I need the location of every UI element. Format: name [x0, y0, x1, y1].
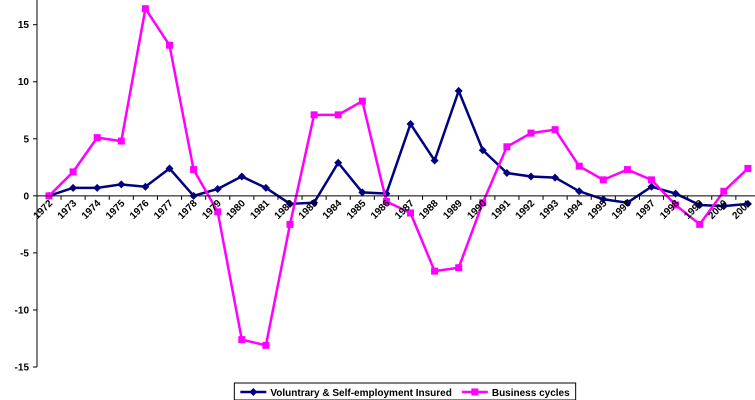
x-tick-label: 1980	[224, 198, 248, 222]
marker	[671, 189, 680, 198]
legend-box	[233, 382, 577, 400]
x-tick-label: 1975	[104, 198, 128, 222]
x-tick-label: 1978	[176, 198, 200, 222]
marker	[551, 173, 560, 182]
marker	[358, 97, 366, 105]
marker	[599, 176, 607, 184]
x-tick-label: 1988	[417, 198, 441, 222]
marker	[334, 111, 342, 119]
marker	[527, 129, 535, 137]
y-tick-label: 5	[23, 134, 29, 145]
y-tick-label: -10	[15, 305, 30, 316]
marker	[93, 134, 101, 142]
marker	[430, 156, 439, 165]
marker	[141, 5, 149, 13]
marker	[623, 198, 632, 207]
marker	[406, 119, 415, 128]
marker	[648, 176, 655, 184]
x-tick-label: 2000	[706, 198, 730, 222]
y-tick-label: -5	[20, 248, 29, 259]
marker	[455, 264, 463, 272]
marker	[286, 220, 294, 228]
x-tick-label: 1981	[249, 198, 273, 222]
marker	[286, 199, 294, 208]
marker	[719, 202, 728, 211]
marker	[117, 180, 126, 189]
x-tick-label: 1997	[634, 198, 658, 222]
marker	[502, 169, 511, 178]
marker	[575, 187, 584, 196]
marker	[213, 185, 222, 193]
marker	[166, 41, 173, 49]
marker	[237, 172, 246, 181]
x-tick-label: 1999	[682, 198, 706, 222]
marker	[190, 166, 198, 174]
marker	[407, 209, 414, 217]
x-tick-label: 1991	[490, 198, 514, 222]
x-tick-label: 1976	[128, 198, 152, 222]
marker	[599, 195, 608, 204]
marker	[310, 198, 319, 207]
x-tick-label: 1998	[658, 198, 682, 222]
x-tick-label: 1977	[152, 198, 176, 222]
marker	[551, 126, 559, 134]
legend-label: Voluntrary & Self-employment Insured	[270, 388, 452, 399]
x-tick-label: 1989	[441, 198, 465, 222]
marker	[382, 198, 390, 206]
x-tick-label: 1973	[56, 198, 80, 222]
y-tick-label: 0	[23, 191, 29, 202]
y-tick-label: -15	[15, 363, 30, 374]
marker	[695, 200, 704, 209]
x-tick-label: 1983	[297, 198, 321, 222]
x-tick-label: 1972	[32, 198, 56, 222]
marker	[696, 220, 704, 228]
marker	[334, 158, 343, 167]
x-tick-label: 1985	[345, 198, 369, 222]
marker	[672, 201, 680, 209]
marker	[93, 183, 102, 192]
marker	[623, 166, 631, 174]
legend: Voluntrary & Self-employment Insured Busi…	[233, 382, 577, 400]
x-tick-label: 1974	[80, 198, 104, 222]
marker	[647, 182, 656, 191]
marker	[117, 137, 125, 145]
x-tick-label: 1994	[562, 198, 586, 222]
marker	[479, 199, 487, 207]
marker	[743, 199, 752, 208]
marker	[454, 86, 463, 95]
marker	[744, 164, 752, 172]
plot-area	[45, 5, 752, 349]
x-tick-label: 1993	[538, 198, 562, 222]
y-tick-label: 15	[18, 20, 30, 31]
marker	[720, 187, 728, 195]
marker	[261, 183, 270, 192]
legend-marker	[471, 388, 479, 396]
marker	[310, 111, 318, 119]
marker	[165, 164, 174, 173]
x-tick-label: 1992	[514, 198, 538, 222]
marker	[262, 341, 270, 349]
marker	[575, 162, 583, 170]
series-line	[48, 87, 749, 208]
marker	[358, 188, 367, 197]
marker	[527, 172, 535, 181]
x-tick-label: 1984	[321, 198, 345, 222]
marker	[141, 182, 150, 191]
marker	[69, 168, 77, 176]
y-tick-label: 10	[18, 77, 30, 88]
marker	[214, 208, 222, 216]
legend-label: Business cycles	[492, 388, 570, 399]
x-tick-label: 2001	[731, 198, 755, 222]
legend-marker	[249, 388, 258, 396]
marker	[503, 143, 511, 151]
x-tick-label: 1995	[586, 198, 610, 222]
marker	[431, 267, 439, 275]
series-line	[48, 5, 749, 347]
marker	[478, 146, 487, 155]
marker	[69, 183, 78, 192]
marker	[238, 336, 246, 344]
